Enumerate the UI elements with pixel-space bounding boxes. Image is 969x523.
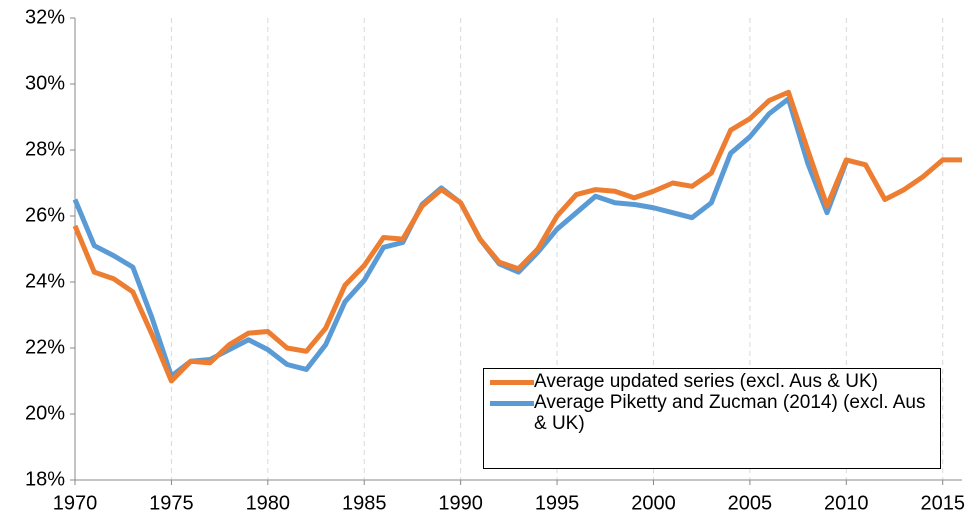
y-tick-label: 20% [25,402,65,424]
legend-label: Average updated series (excl. Aus & UK) [534,371,878,392]
y-tick-label: 24% [25,270,65,292]
x-tick-label: 2015 [920,492,965,514]
x-tick-label: 1995 [535,492,580,514]
x-tick-label: 1985 [342,492,387,514]
x-tick-label: 1990 [438,492,483,514]
legend-entry: Average updated series (excl. Aus & UK) [490,371,934,392]
y-tick-label: 32% [25,6,65,28]
x-tick-label: 2005 [728,492,773,514]
legend-entry: Average Piketty and Zucman (2014) (excl.… [490,392,934,434]
legend-label: Average Piketty and Zucman (2014) (excl.… [534,392,926,434]
series-line [72,89,962,384]
x-tick-label: 2010 [824,492,869,514]
legend-swatch [490,380,534,385]
x-tick-label: 2000 [631,492,676,514]
legend: Average updated series (excl. Aus & UK) A… [483,368,941,469]
x-tick-label: 1975 [149,492,194,514]
y-tick-label: 30% [25,72,65,94]
legend-swatch [490,401,534,406]
y-tick-label: 18% [25,468,65,490]
y-tick-label: 22% [25,336,65,358]
y-tick-label: 26% [25,204,65,226]
x-tick-label: 1970 [53,492,98,514]
x-tick-label: 1980 [246,492,291,514]
y-tick-label: 28% [25,138,65,160]
